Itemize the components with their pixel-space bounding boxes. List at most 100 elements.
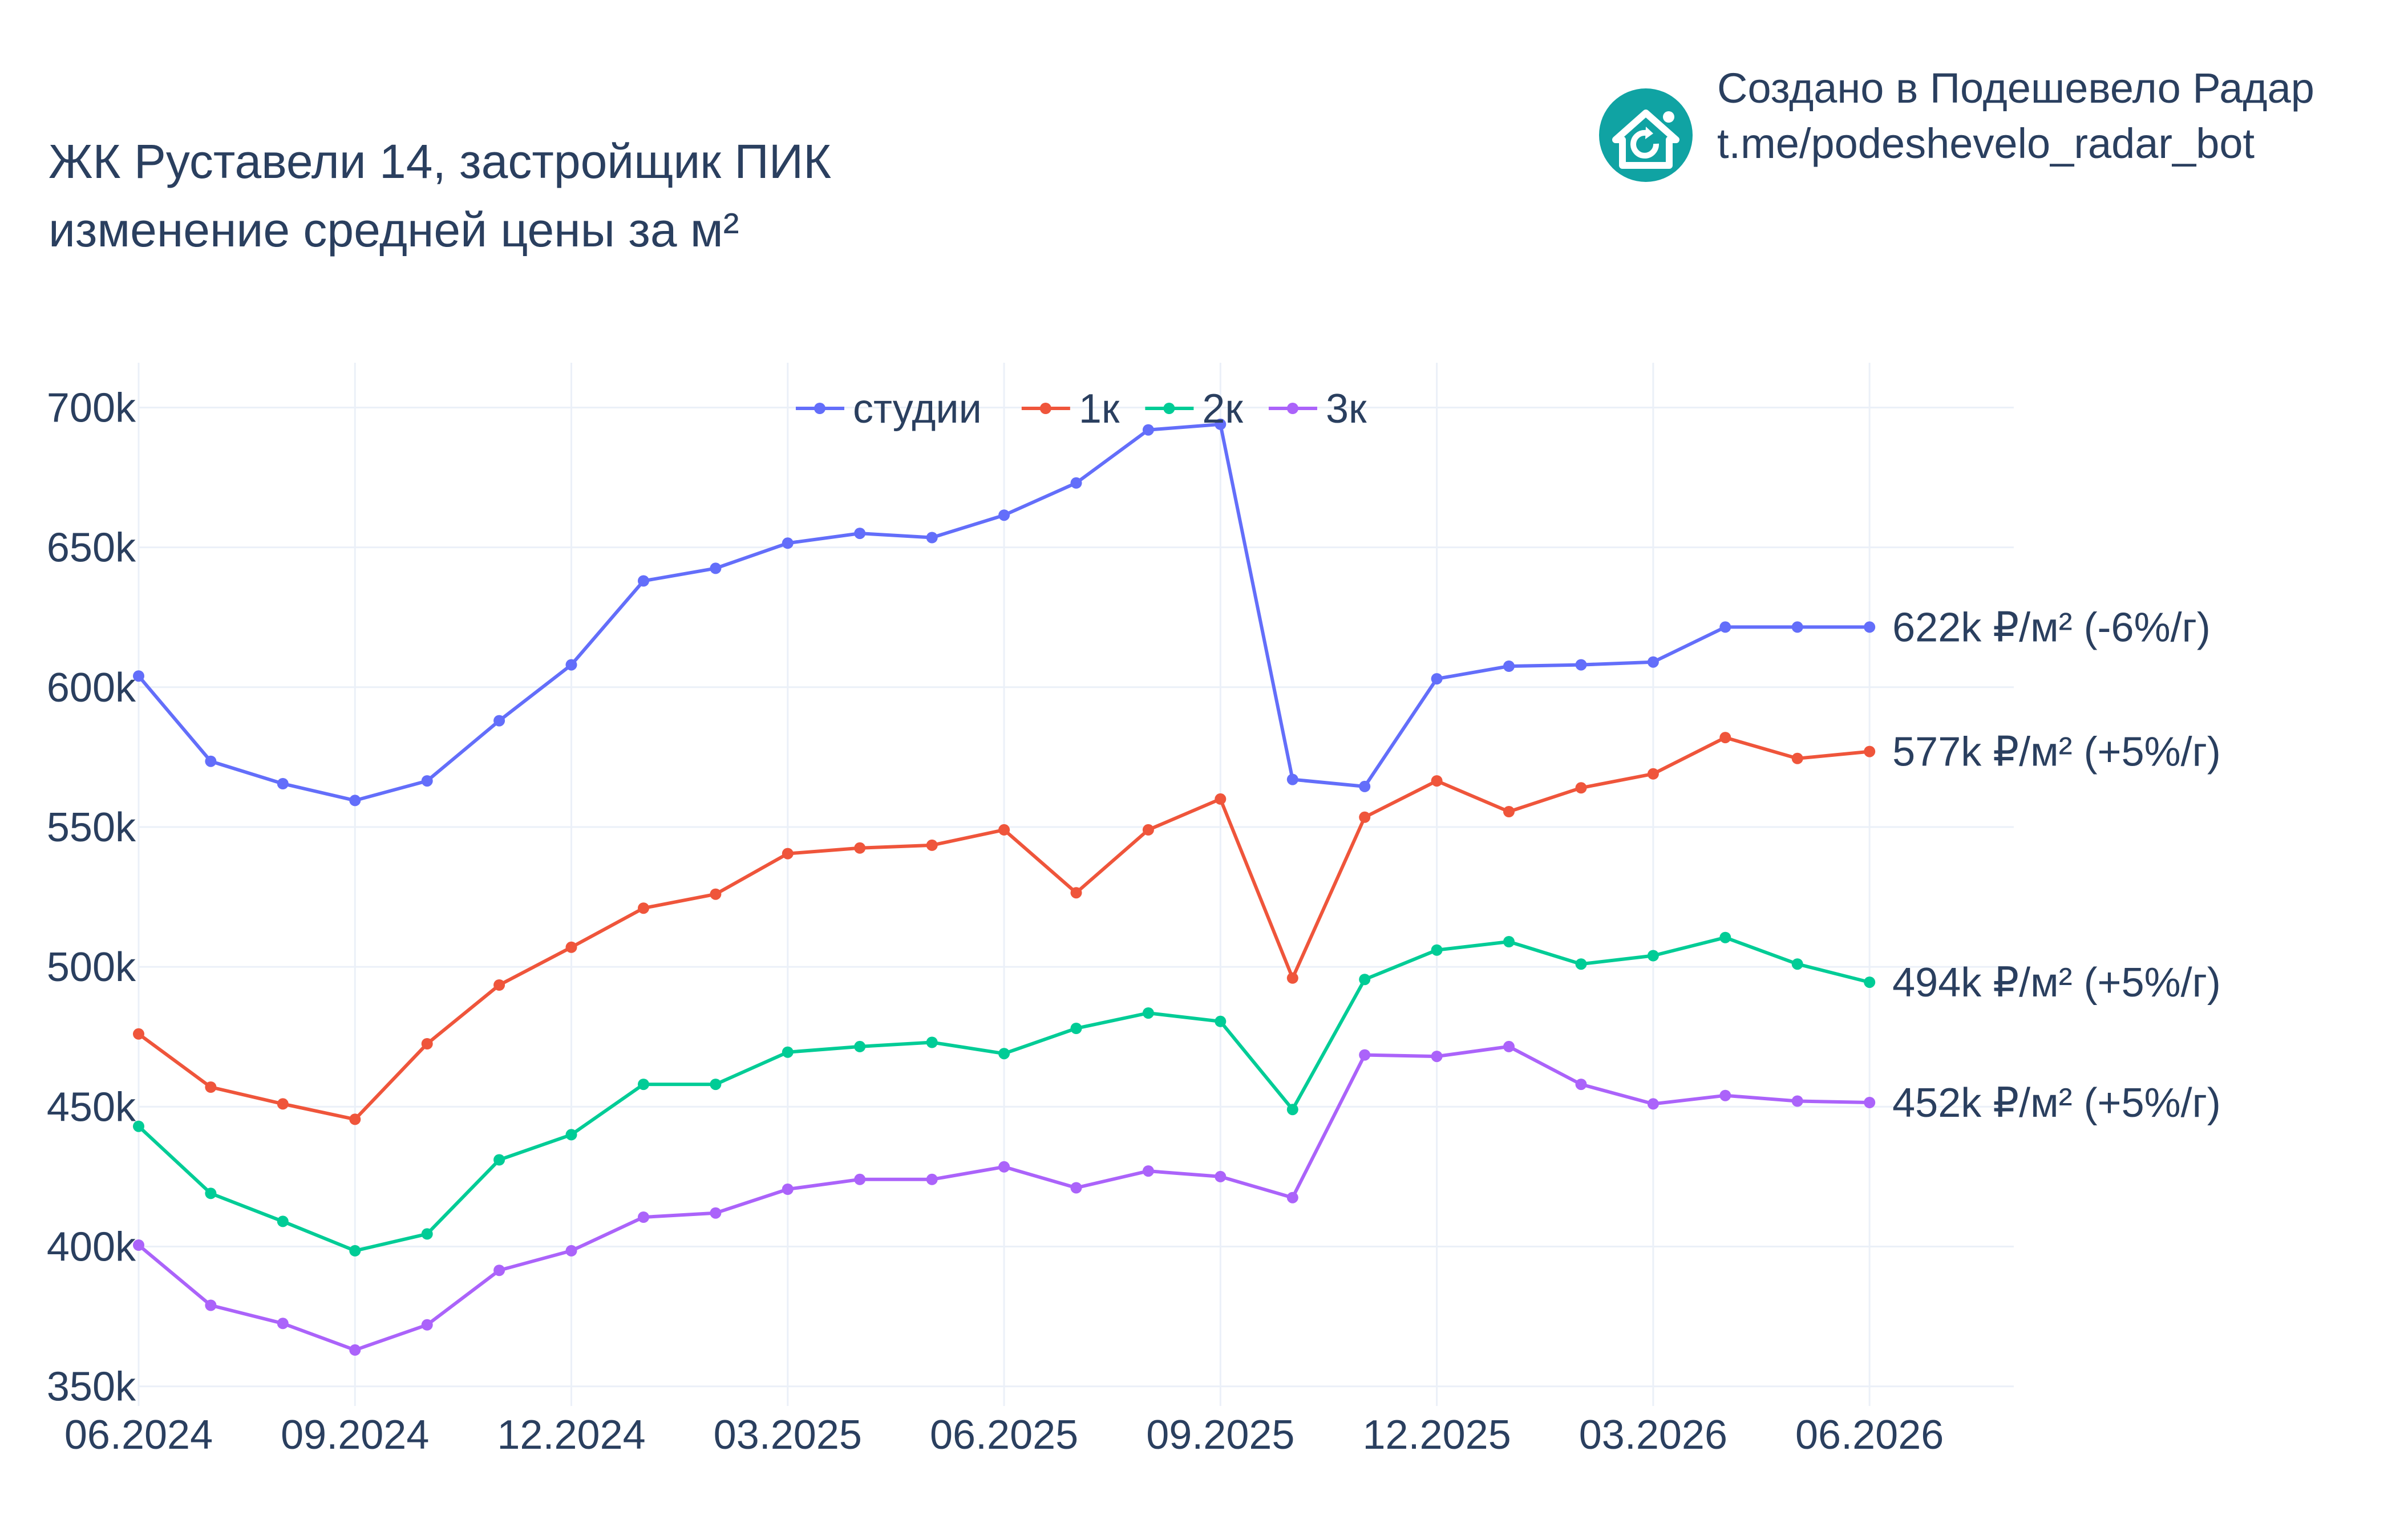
y-tick-label: 650k: [47, 525, 136, 571]
series-layer: [133, 418, 1876, 1356]
data-point: [565, 659, 577, 671]
legend-label: 3к: [1326, 386, 1367, 432]
x-tick-label: 06.2025: [930, 1412, 1078, 1458]
data-point: [349, 795, 361, 807]
chart-title-line-1: ЖК Руставели 14, застройщик ПИК: [48, 135, 831, 188]
legend-item[interactable]: 3к: [1268, 386, 1367, 432]
data-point: [1359, 811, 1371, 823]
data-point: [1142, 424, 1154, 436]
y-tick-label: 700k: [47, 385, 136, 431]
data-point: [1070, 477, 1082, 489]
house-refresh-icon: [1599, 88, 1693, 182]
data-point: [1359, 780, 1371, 792]
data-point: [205, 1299, 217, 1311]
data-point: [565, 941, 577, 953]
end-labels: 622k ₽/м² (-6%/г) 577k ₽/м² (+5%/г) 494k ₽…: [1892, 605, 2221, 1126]
data-point: [1719, 931, 1731, 943]
data-point: [854, 1173, 866, 1185]
data-point: [1431, 673, 1443, 685]
data-point: [1359, 1049, 1371, 1061]
data-point: [205, 1188, 217, 1199]
data-point: [1647, 768, 1659, 780]
x-tick-label: 12.2024: [497, 1412, 645, 1458]
data-point: [1575, 782, 1587, 794]
x-tick-label: 09.2024: [281, 1412, 429, 1458]
x-tick-label: 03.2025: [714, 1412, 862, 1458]
chart-title-line-2: изменение средней цены за м²: [48, 203, 739, 257]
data-point: [782, 848, 794, 860]
x-tick-label: 06.2024: [64, 1412, 213, 1458]
brand-name: Создано в Подешевело Радар: [1717, 64, 2314, 112]
data-point: [710, 1079, 722, 1091]
data-point: [638, 1211, 649, 1223]
legend-item[interactable]: 1к: [1021, 386, 1120, 432]
data-point: [133, 1028, 144, 1040]
y-tick-label: 500k: [47, 945, 136, 990]
data-point: [926, 1036, 938, 1048]
data-point: [1647, 950, 1659, 962]
data-point: [133, 1120, 144, 1132]
data-point: [782, 1184, 794, 1195]
data-point: [1215, 1170, 1227, 1182]
legend-swatch-marker: [1286, 403, 1298, 414]
data-point: [1286, 1104, 1298, 1116]
data-point: [1503, 936, 1515, 947]
data-point: [1286, 1192, 1298, 1203]
legend[interactable]: студии 1к 2к 3к: [796, 386, 1367, 432]
data-point: [277, 1215, 289, 1227]
data-point: [277, 778, 289, 789]
data-point: [1286, 972, 1298, 984]
legend-swatch-marker: [1039, 403, 1051, 414]
data-point: [349, 1245, 361, 1257]
data-point: [1719, 732, 1731, 744]
data-point: [277, 1318, 289, 1330]
data-point: [998, 1161, 1010, 1173]
data-point: [638, 902, 649, 914]
data-point: [998, 1048, 1010, 1060]
legend-item[interactable]: студии: [796, 386, 982, 432]
data-point: [854, 1040, 866, 1052]
legend-swatch-marker: [1163, 403, 1175, 414]
data-point: [1142, 1007, 1154, 1019]
data-point: [854, 528, 866, 540]
data-point: [926, 839, 938, 851]
data-point: [1215, 418, 1227, 430]
data-point: [710, 888, 722, 900]
data-point: [638, 575, 649, 587]
data-point: [1215, 793, 1227, 805]
y-tick-label: 400k: [47, 1225, 136, 1270]
data-point: [277, 1098, 289, 1110]
data-point: [1864, 1097, 1876, 1108]
data-point: [1431, 1051, 1443, 1063]
data-point: [1791, 1095, 1803, 1107]
data-point: [1503, 660, 1515, 672]
data-point: [349, 1113, 361, 1125]
series-2: [133, 732, 1876, 1125]
data-point: [1575, 1079, 1587, 1091]
data-point: [493, 979, 505, 991]
data-point: [1142, 1165, 1154, 1177]
data-point: [638, 1079, 649, 1091]
data-point: [1431, 775, 1443, 787]
data-point: [1575, 659, 1587, 671]
brand-link[interactable]: t.me/podeshevelo_radar_bot: [1717, 120, 2255, 167]
x-tick-label: 09.2025: [1146, 1412, 1294, 1458]
data-point: [133, 670, 144, 682]
y-axis: 350k 400k 450k 500k 550k 600k 650k 700k: [47, 385, 136, 1409]
data-point: [1791, 958, 1803, 970]
data-point: [1791, 752, 1803, 764]
legend-item[interactable]: 2к: [1145, 386, 1243, 432]
data-point: [421, 1038, 433, 1049]
y-tick-label: 600k: [47, 665, 136, 711]
data-point: [1431, 944, 1443, 956]
legend-swatch-marker: [814, 403, 825, 414]
data-point: [421, 1319, 433, 1331]
data-point: [710, 1207, 722, 1219]
data-point: [1503, 806, 1515, 817]
data-point: [1647, 656, 1659, 668]
data-point: [1791, 621, 1803, 633]
data-point: [1142, 824, 1154, 836]
data-point: [1070, 887, 1082, 899]
data-point: [493, 1265, 505, 1276]
